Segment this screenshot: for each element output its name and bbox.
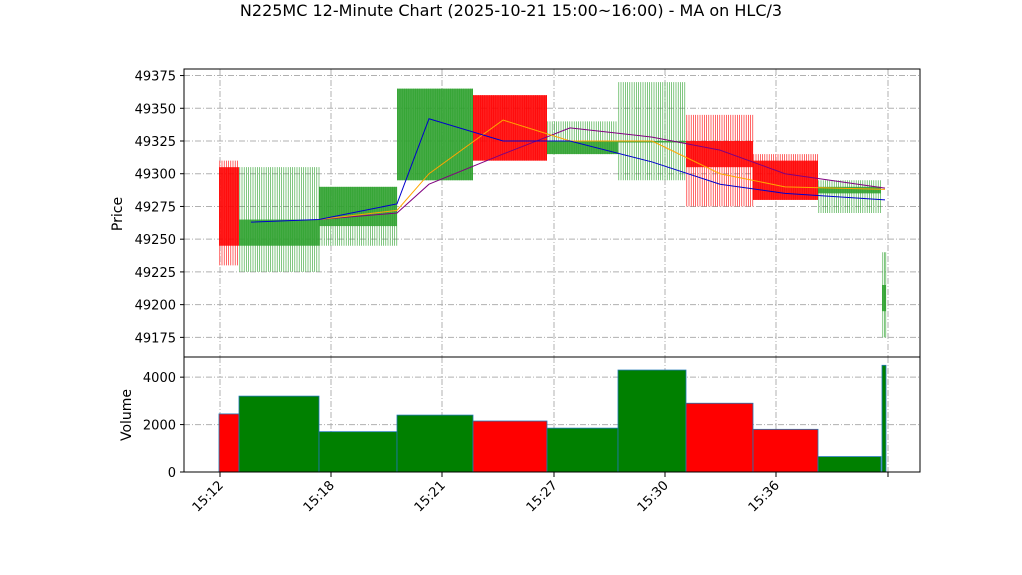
price-panel-frame (183, 68, 921, 358)
volume-bar (396, 414, 474, 473)
candle-body (686, 141, 753, 168)
volume-bar (881, 364, 887, 473)
candle (547, 121, 618, 155)
volume-bar (617, 369, 687, 473)
candle (239, 167, 320, 272)
candle-body (219, 167, 239, 246)
price-tick-label: 49225 (135, 266, 176, 281)
candle-body (397, 88, 473, 181)
moving-average-lines (250, 118, 886, 223)
candle-body (882, 285, 886, 312)
volume-bar (318, 431, 398, 473)
volume-y-ticks: 0 2000 4000 (143, 371, 184, 481)
candle (818, 180, 881, 213)
candle-body (818, 186, 881, 194)
candle (397, 88, 473, 181)
candle (618, 82, 686, 181)
x-tick-label: 15:18 (301, 478, 338, 515)
candle (473, 95, 547, 161)
x-tick-label: 15:30 (635, 478, 672, 515)
price-tick-label: 49250 (135, 233, 176, 248)
price-tick-label: 49300 (135, 168, 176, 183)
price-tick-label: 49325 (135, 135, 176, 150)
x-tick-label: 15:27 (524, 478, 561, 515)
volume-bar (218, 413, 240, 473)
candle (882, 252, 887, 338)
price-tick-label: 49275 (135, 200, 176, 215)
candle-body (618, 141, 686, 143)
candle-body (473, 95, 547, 161)
candles (219, 82, 887, 338)
volume-bar (546, 427, 619, 473)
ma-slow-line (318, 127, 886, 221)
candle (219, 160, 239, 266)
price-tick-label: 49375 (135, 70, 176, 85)
ma-fast-line (250, 118, 886, 223)
volume-bars (218, 364, 887, 473)
volume-tick-label: 2000 (143, 419, 176, 434)
volume-axis-label: Volume (119, 389, 135, 441)
volume-bar (752, 428, 819, 473)
price-axis-label: Price (110, 197, 126, 231)
volume-tick-label: 0 (168, 466, 176, 481)
price-tick-label: 49350 (135, 102, 176, 117)
volume-bar (685, 402, 754, 473)
volume-bar (472, 420, 548, 473)
volume-bar (817, 456, 882, 473)
x-ticks: 15:12 15:18 15:21 15:27 15:30 15:36 (190, 472, 889, 515)
price-tick-label: 49200 (135, 299, 176, 314)
volume-tick-label: 4000 (143, 371, 176, 386)
price-grid (184, 69, 920, 357)
volume-bar (238, 395, 320, 473)
candle-body (753, 160, 818, 200)
x-tick-label: 15:12 (190, 478, 227, 515)
candle (319, 186, 398, 246)
candle-body (239, 219, 319, 246)
volume-panel-frame (183, 356, 921, 473)
chart-title: N225MC 12-Minute Chart (2025-10-21 15:00… (240, 1, 782, 20)
candle-body (547, 141, 618, 155)
x-tick-label: 15:21 (412, 478, 449, 515)
price-y-ticks: 49175 49200 49225 49250 49275 49300 49325 49350… (135, 70, 184, 346)
price-tick-label: 49175 (135, 331, 176, 346)
candle (686, 114, 754, 207)
x-tick-label: 15:36 (746, 478, 783, 515)
